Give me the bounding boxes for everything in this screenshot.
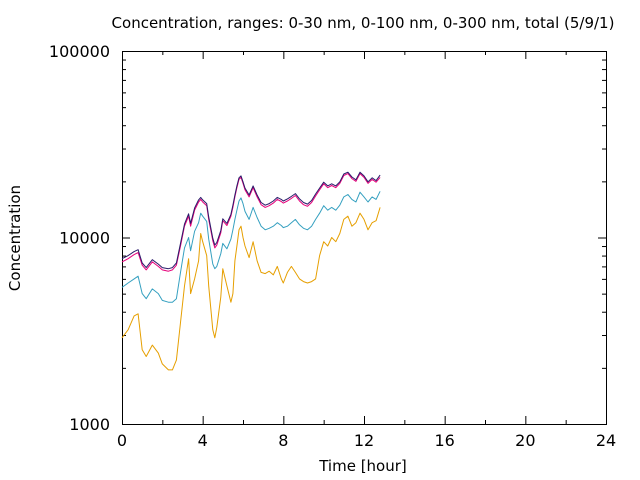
x-axis-label: Time [hour]: [318, 457, 407, 475]
x-tick-label: 4: [198, 431, 208, 450]
series-layer: [121, 171, 381, 371]
series-line-4: [121, 171, 381, 270]
y-axis-label: Concentration: [6, 185, 24, 291]
y-tick-label: 100000: [49, 42, 110, 61]
axis-ticks: [122, 51, 607, 425]
x-tick-label: 20: [515, 431, 535, 450]
x-tick-label: 0: [117, 431, 127, 450]
series-line-1: [121, 207, 381, 371]
chart-title: Concentration, ranges: 0-30 nm, 0-100 nm…: [112, 14, 615, 32]
plot-frame: [122, 51, 607, 425]
series-line-2: [121, 191, 381, 303]
x-tick-label: 12: [354, 431, 374, 450]
x-tick-label: 8: [278, 431, 288, 450]
y-tick-label: 1000: [69, 415, 110, 434]
y-tick-label: 10000: [59, 229, 110, 248]
x-tick-label: 24: [596, 431, 616, 450]
x-tick-label: 16: [434, 431, 454, 450]
tick-labels: 0 4 8 12 16 20 24 1000 10000 100000: [49, 42, 616, 450]
series-line-3: [121, 173, 381, 272]
